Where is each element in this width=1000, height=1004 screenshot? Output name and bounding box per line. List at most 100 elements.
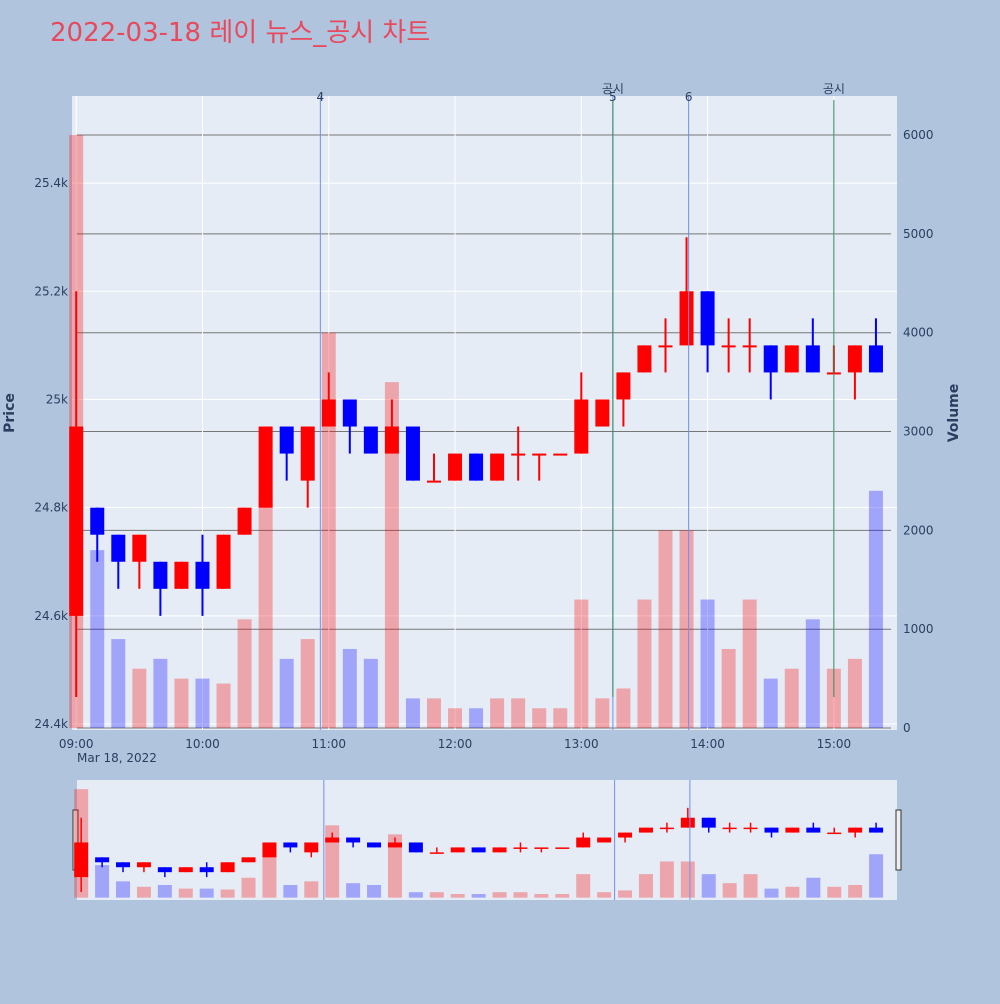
volume-bar [469,708,484,729]
slider-volume-bar [806,877,821,898]
slider-volume-bar [638,874,653,898]
slider-volume-bar [869,854,884,898]
slider-volume-bar [576,874,591,898]
slider-candle-body [262,842,277,858]
slider-volume-bar [827,886,842,898]
candle-body [868,345,883,373]
slider-volume-bar [701,874,716,898]
volume-bar [658,530,673,729]
slider-volume-bar [680,861,695,898]
volume-bar [679,530,694,729]
slider-volume-bar [199,888,214,898]
slider-candle-body [576,837,591,848]
slider-volume-bar [785,886,800,898]
slider-candle-body [136,862,151,868]
disclosure-label: 공시 [823,82,845,96]
volume-bar [700,599,715,729]
volume-bar [258,490,273,729]
volume-bar [195,678,210,729]
candle-body [216,534,231,589]
slider-candle-body [806,827,821,833]
slider-volume-bar [534,894,549,898]
candle-body [258,426,273,508]
volume-bar [532,708,547,729]
candle-body [784,345,799,373]
slider-candle-body [95,857,110,863]
volume-bar [742,599,757,729]
x-tick-label: 11:00 [311,737,346,751]
x-tick-label: 12:00 [438,737,473,751]
volume-bar [847,658,862,729]
candle-body [405,426,420,481]
candle-body [195,561,210,589]
slider-volume-bar [618,890,633,898]
y-axis-title: Price [2,393,18,433]
volume-bar [637,599,652,729]
slider-volume-bar [220,889,235,898]
slider-volume-bar [157,884,172,898]
slider-volume-bar [450,894,465,898]
candle-body [679,291,694,346]
slider-candle-body [848,827,863,833]
candle-body [595,399,610,427]
slider-volume-bar [262,854,277,898]
slider-volume-bar [408,892,423,898]
slider-volume-bar [116,881,131,898]
slider-volume-bar [367,884,382,898]
slider-candle-body [785,827,800,833]
volume-bar [321,332,336,729]
slider-candle-body [827,832,842,835]
candle-body [174,561,189,589]
news-label: 6 [685,90,693,104]
volume-bar [174,678,189,729]
slider-candle-body [701,817,716,828]
volume-bar [90,550,105,729]
candle-body [300,426,315,481]
slider-volume-bar [597,892,612,898]
y2-tick-label: 6000 [903,128,934,142]
candle-body [69,426,84,616]
volume-bar [553,708,568,729]
volume-bar [511,698,526,729]
slider-candle-body [555,847,570,849]
slider-candle-body [157,867,172,873]
slider-volume-bar [325,825,340,898]
x-tick-label: 13:00 [564,737,599,751]
candle-body [700,291,715,346]
volume-bar [826,668,841,729]
slider-candle-body [638,827,653,833]
slider-candle-body [471,847,486,853]
candle-body [111,534,126,562]
slider-volume-bar [304,881,319,898]
slider-candle-body [743,827,758,830]
slider-candle-body [241,857,256,863]
slider-candle-body [597,837,612,843]
slider-candle-body [367,842,382,848]
candle-body [153,561,168,589]
candle-body [279,426,294,454]
y2-tick-label: 1000 [903,622,934,636]
volume-bar [595,698,610,729]
slider-candle-body [283,842,298,848]
volume-bar [384,382,399,729]
x-tick-label: 10:00 [185,737,220,751]
volume-bar [784,668,799,729]
chart-title: 2022-03-18 레이 뉴스_공시 차트 [50,18,430,48]
volume-bar [805,619,820,729]
slider-volume-bar [178,888,193,898]
plot-area [72,96,897,730]
candle-body [237,507,252,535]
slider-candle-body [304,842,319,853]
volume-bar [237,619,252,729]
slider-volume-bar [346,883,361,898]
slider-candle-body [325,837,340,843]
slider-candle-body [346,837,361,843]
y-tick-label: 25.2k [34,284,68,298]
range-handle[interactable] [895,809,902,871]
candle-body [805,345,820,373]
candle-body [426,480,441,483]
slider-candle-body [659,827,674,830]
slider-candle-body [513,847,528,849]
x-tick-label: 09:00 [59,737,94,751]
